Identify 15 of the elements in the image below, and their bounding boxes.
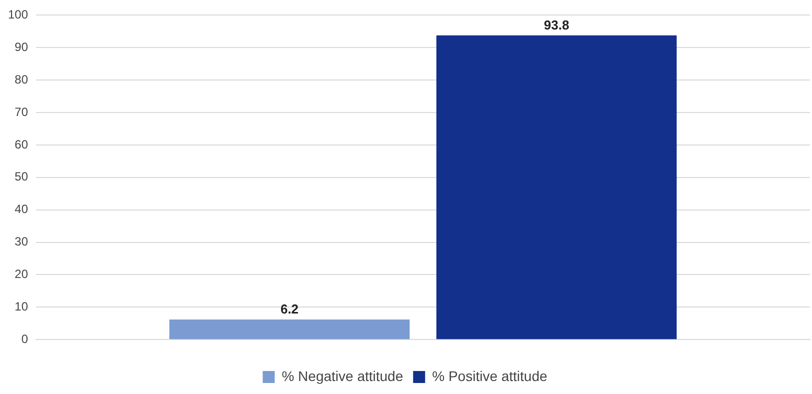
y-tick-label: 40 xyxy=(14,202,28,216)
legend-label: % Negative attitude xyxy=(282,368,404,384)
y-tick-label: 60 xyxy=(14,137,28,152)
y-tick-label: 70 xyxy=(14,104,28,119)
data-label: 93.8 xyxy=(544,17,570,32)
y-tick-label: 10 xyxy=(14,299,28,314)
y-tick-label: 20 xyxy=(14,267,28,282)
y-tick-label: 30 xyxy=(14,234,28,249)
data-label: 6.2 xyxy=(280,302,299,317)
y-tick-label: 50 xyxy=(14,170,28,184)
y-tick-label: 90 xyxy=(14,40,28,54)
y-tick-label: 0 xyxy=(21,332,28,346)
legend-label: % Positive attitude xyxy=(432,368,548,384)
y-tick-label: 100 xyxy=(8,8,28,22)
y-tick-label: 80 xyxy=(14,72,28,86)
